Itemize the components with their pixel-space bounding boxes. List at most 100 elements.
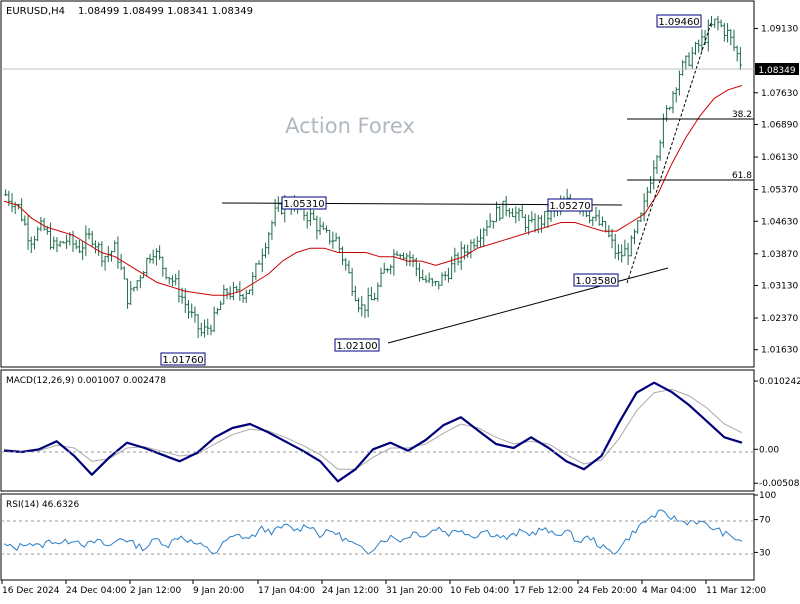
candle [167,277,171,285]
candle [77,239,81,254]
time-axis: 16 Dec 2024 24 Dec 04:00 2 Jan 12:00 9 Jan … [1,580,766,596]
candle [459,241,463,271]
candle [430,278,434,287]
candle [58,240,62,248]
macd-tick-label: 0.00 [759,445,779,455]
candle [418,263,422,282]
rsi-tick-label: 30 [759,548,771,558]
candle [697,39,701,53]
time-tick-label: 11 Mar 12:00 [706,586,766,596]
time-tick-label: 24 Dec 04:00 [66,586,127,596]
label-low-1-text: 1.01760 [162,355,203,366]
candle [539,215,543,233]
candle [353,285,357,302]
candle [193,306,197,323]
candle [620,244,624,263]
candle [81,240,85,260]
price-axis: 1.09130 1.07630 1.06890 1.06130 1.05370 1.046… [754,25,798,356]
fib-382-label: 38.2 [732,110,752,120]
candle [276,196,280,212]
candle [475,236,479,248]
candle [87,228,91,240]
candle [591,216,595,226]
label-low-1: 1.01760 [160,352,206,366]
candle [373,292,377,301]
label-high-3-text: 1.09460 [658,17,699,28]
candle [693,41,697,55]
candle [514,206,518,224]
macd-pane[interactable] [0,369,755,492]
candle [170,275,174,287]
candle [385,268,389,273]
candle [247,289,251,295]
candle [639,212,643,222]
candle [164,267,168,280]
time-tick-label: 24 Jan 12:00 [322,586,379,596]
candle [231,281,235,301]
current-price-tag [755,63,799,75]
candle [504,195,508,217]
candle [376,282,380,302]
candle [398,253,402,259]
candle [379,267,383,288]
candle [138,275,142,289]
candle [90,231,94,248]
candle [629,235,633,257]
time-tick-label: 17 Feb 12:00 [514,586,573,596]
candle [29,236,33,254]
candle [52,236,56,250]
candle [26,215,30,250]
chart-overlays [3,85,743,296]
candle [652,160,656,190]
rsi-indicator: 100 70 30 [3,491,776,558]
rsi-tick-label: 100 [759,491,776,501]
candle [203,319,207,338]
price-tick-label: 1.06890 [761,120,798,130]
candle [527,214,531,235]
candle [215,308,219,315]
candle [190,303,194,318]
candle [671,90,675,114]
candle [145,257,149,277]
ohlc-values: 1.08499 1.08499 1.08341 1.08349 [78,6,253,17]
candle [684,55,688,70]
candle [196,314,200,338]
candle [55,237,59,253]
symbol-label: EURUSD,H4 [6,6,65,17]
candle [472,238,476,250]
candle [408,251,412,267]
price-pane[interactable] [0,0,755,368]
candle [674,87,678,103]
price-tick-label: 1.06130 [761,153,798,163]
candle [443,271,447,281]
candle [334,232,338,242]
candle [241,293,245,303]
candle [613,233,617,259]
price-tick-label: 1.01630 [761,346,798,356]
candle [20,198,24,222]
rsi-pane[interactable] [0,493,755,581]
candle [453,247,457,273]
candle [42,217,46,231]
candle [305,211,309,229]
candle [517,207,521,222]
label-low-3-text: 1.03580 [575,276,616,287]
candle [719,19,723,28]
candle [267,231,271,255]
candle [523,214,527,233]
rsi-line [3,509,743,555]
candle [713,18,717,28]
candle [113,240,117,253]
candle [219,301,223,311]
candle [74,239,78,250]
candle [600,216,604,227]
label-high-1-text: 1.05310 [283,199,324,210]
candle [642,193,646,222]
candle [462,244,466,260]
candle [32,235,36,250]
candle [199,322,203,337]
candle [161,256,165,277]
label-high-2: 1.05270 [547,198,593,212]
time-tick-label: 2 Jan 12:00 [130,586,182,596]
